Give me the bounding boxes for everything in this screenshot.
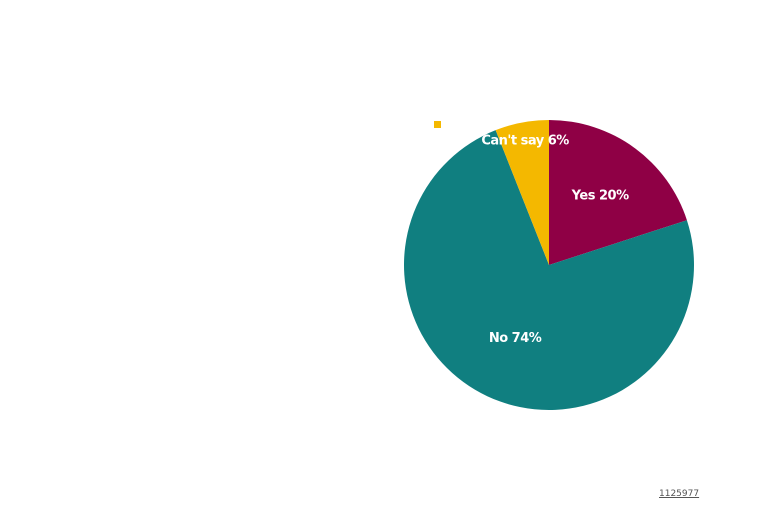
data-label-no: No 74% — [489, 331, 542, 346]
data-label-can-t-say: Can't say 6% — [481, 134, 569, 149]
pie-slice-no — [403, 130, 694, 410]
data-label-yes: Yes 20% — [571, 189, 629, 204]
pie-slice-yes — [549, 120, 687, 265]
pie-slice-can-t-say — [495, 120, 549, 265]
chart-id-link[interactable]: 1125977 — [659, 489, 700, 499]
legend-swatch-cant-say — [434, 121, 441, 128]
